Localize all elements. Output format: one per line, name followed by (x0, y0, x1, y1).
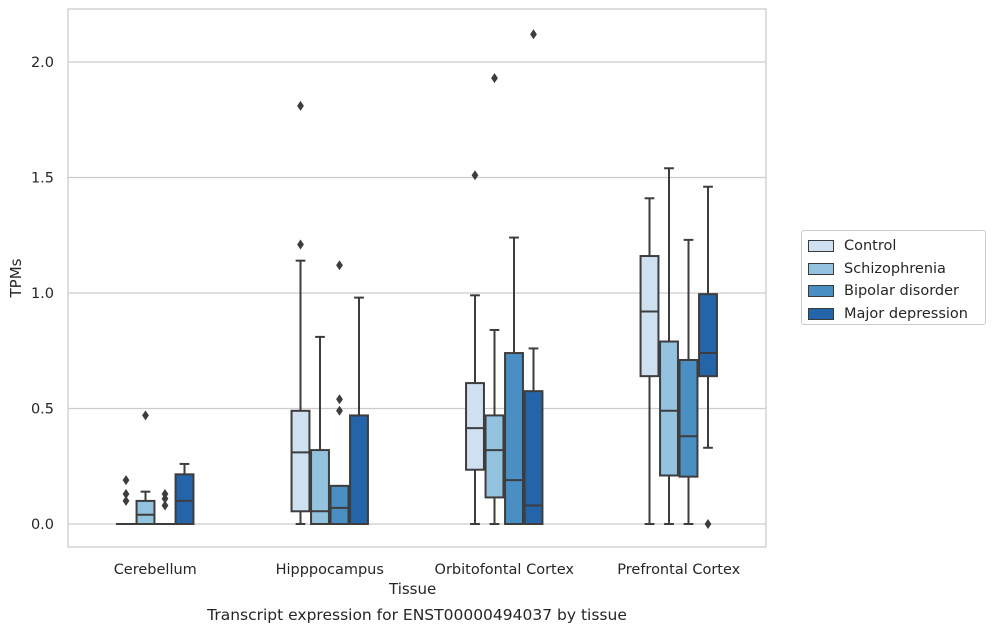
box-3-0 (639, 197, 660, 525)
y-tick-labels: 0.0 0.5 1.0 1.5 2.0 (31, 55, 54, 533)
box-3-3 (698, 185, 718, 529)
legend-item-control: Control (808, 235, 985, 258)
box-1-1 (310, 335, 330, 525)
x-tick-labels: Cerebellum Hipppocampus Orbitofontal Corte… (114, 562, 741, 578)
outlier-point (297, 239, 304, 250)
box-2-2 (504, 236, 524, 525)
outlier-point (336, 394, 343, 405)
box-body (698, 293, 718, 378)
legend-label-major-depression: Major depression (844, 305, 968, 322)
outlier-point (471, 170, 479, 181)
box-body (504, 352, 524, 525)
box-0-1 (135, 410, 156, 525)
x-tick-label: Cerebellum (114, 562, 197, 578)
box-0-2 (155, 488, 175, 526)
box-0-0 (116, 475, 136, 526)
box-2-3 (523, 29, 544, 525)
x-tick-label: Hipppocampus (276, 562, 384, 578)
box-body (523, 390, 544, 525)
box-body (174, 473, 195, 525)
legend-label-schizophrenia: Schizophrenia (844, 260, 946, 277)
box-body (135, 499, 156, 525)
legend-swatch-major-depression (808, 307, 834, 320)
box-body (678, 358, 699, 478)
y-tick-label: 0.5 (31, 402, 54, 418)
x-tick-label: Orbitofontal Cortex (435, 562, 575, 578)
box-body (484, 414, 505, 499)
outlier-point (336, 260, 343, 271)
legend-item-schizophrenia: Schizophrenia (808, 258, 985, 281)
box-3-2 (678, 238, 699, 525)
box-1-3 (349, 296, 369, 525)
legend-label-bipolar-disorder: Bipolar disorder (844, 283, 959, 300)
y-tick-label: 1.0 (31, 286, 54, 302)
box-2-1 (484, 73, 505, 525)
outlier-point (297, 100, 304, 111)
box-body (465, 382, 485, 471)
box-body (329, 484, 350, 526)
box-body (659, 340, 679, 477)
x-tick-label: Prefrontal Cortex (617, 562, 740, 578)
box-body (310, 449, 330, 525)
legend: Control Schizophrenia Bipolar disorder M… (801, 230, 986, 325)
outlier-point (122, 495, 130, 506)
box-series-layer (116, 29, 718, 529)
y-tick-label: 2.0 (31, 55, 54, 71)
outlier-point (161, 488, 169, 499)
box-2-0 (465, 170, 485, 525)
box-body (349, 414, 369, 525)
legend-swatch-schizophrenia (808, 262, 834, 275)
box-3-1 (659, 167, 679, 525)
y-tick-label: 0.0 (31, 517, 54, 533)
outlier-point (122, 475, 130, 486)
y-axis-label: TPMs (7, 258, 25, 298)
outlier-point (122, 488, 130, 499)
y-tick-label: 1.5 (31, 171, 54, 187)
legend-item-major-depression: Major depression (808, 303, 985, 326)
legend-label-control: Control (844, 238, 897, 255)
outlier-point (161, 500, 169, 511)
x-axis-label: Tissue (389, 580, 437, 598)
legend-item-bipolar-disorder: Bipolar disorder (808, 280, 985, 303)
box-body (639, 255, 660, 378)
legend-swatch-bipolar-disorder (808, 285, 834, 298)
outlier-point (491, 73, 498, 84)
box-1-0 (290, 100, 311, 525)
chart-caption: Transcript expression for ENST0000049403… (207, 606, 627, 624)
outlier-point (336, 405, 343, 416)
plot-frame (67, 8, 767, 548)
legend-swatch-control (808, 240, 834, 253)
box-body (290, 409, 311, 513)
outlier-point (530, 29, 537, 40)
outlier-point (704, 519, 712, 529)
box-0-3 (174, 462, 195, 525)
outlier-point (142, 410, 149, 421)
box-1-2 (329, 260, 350, 526)
